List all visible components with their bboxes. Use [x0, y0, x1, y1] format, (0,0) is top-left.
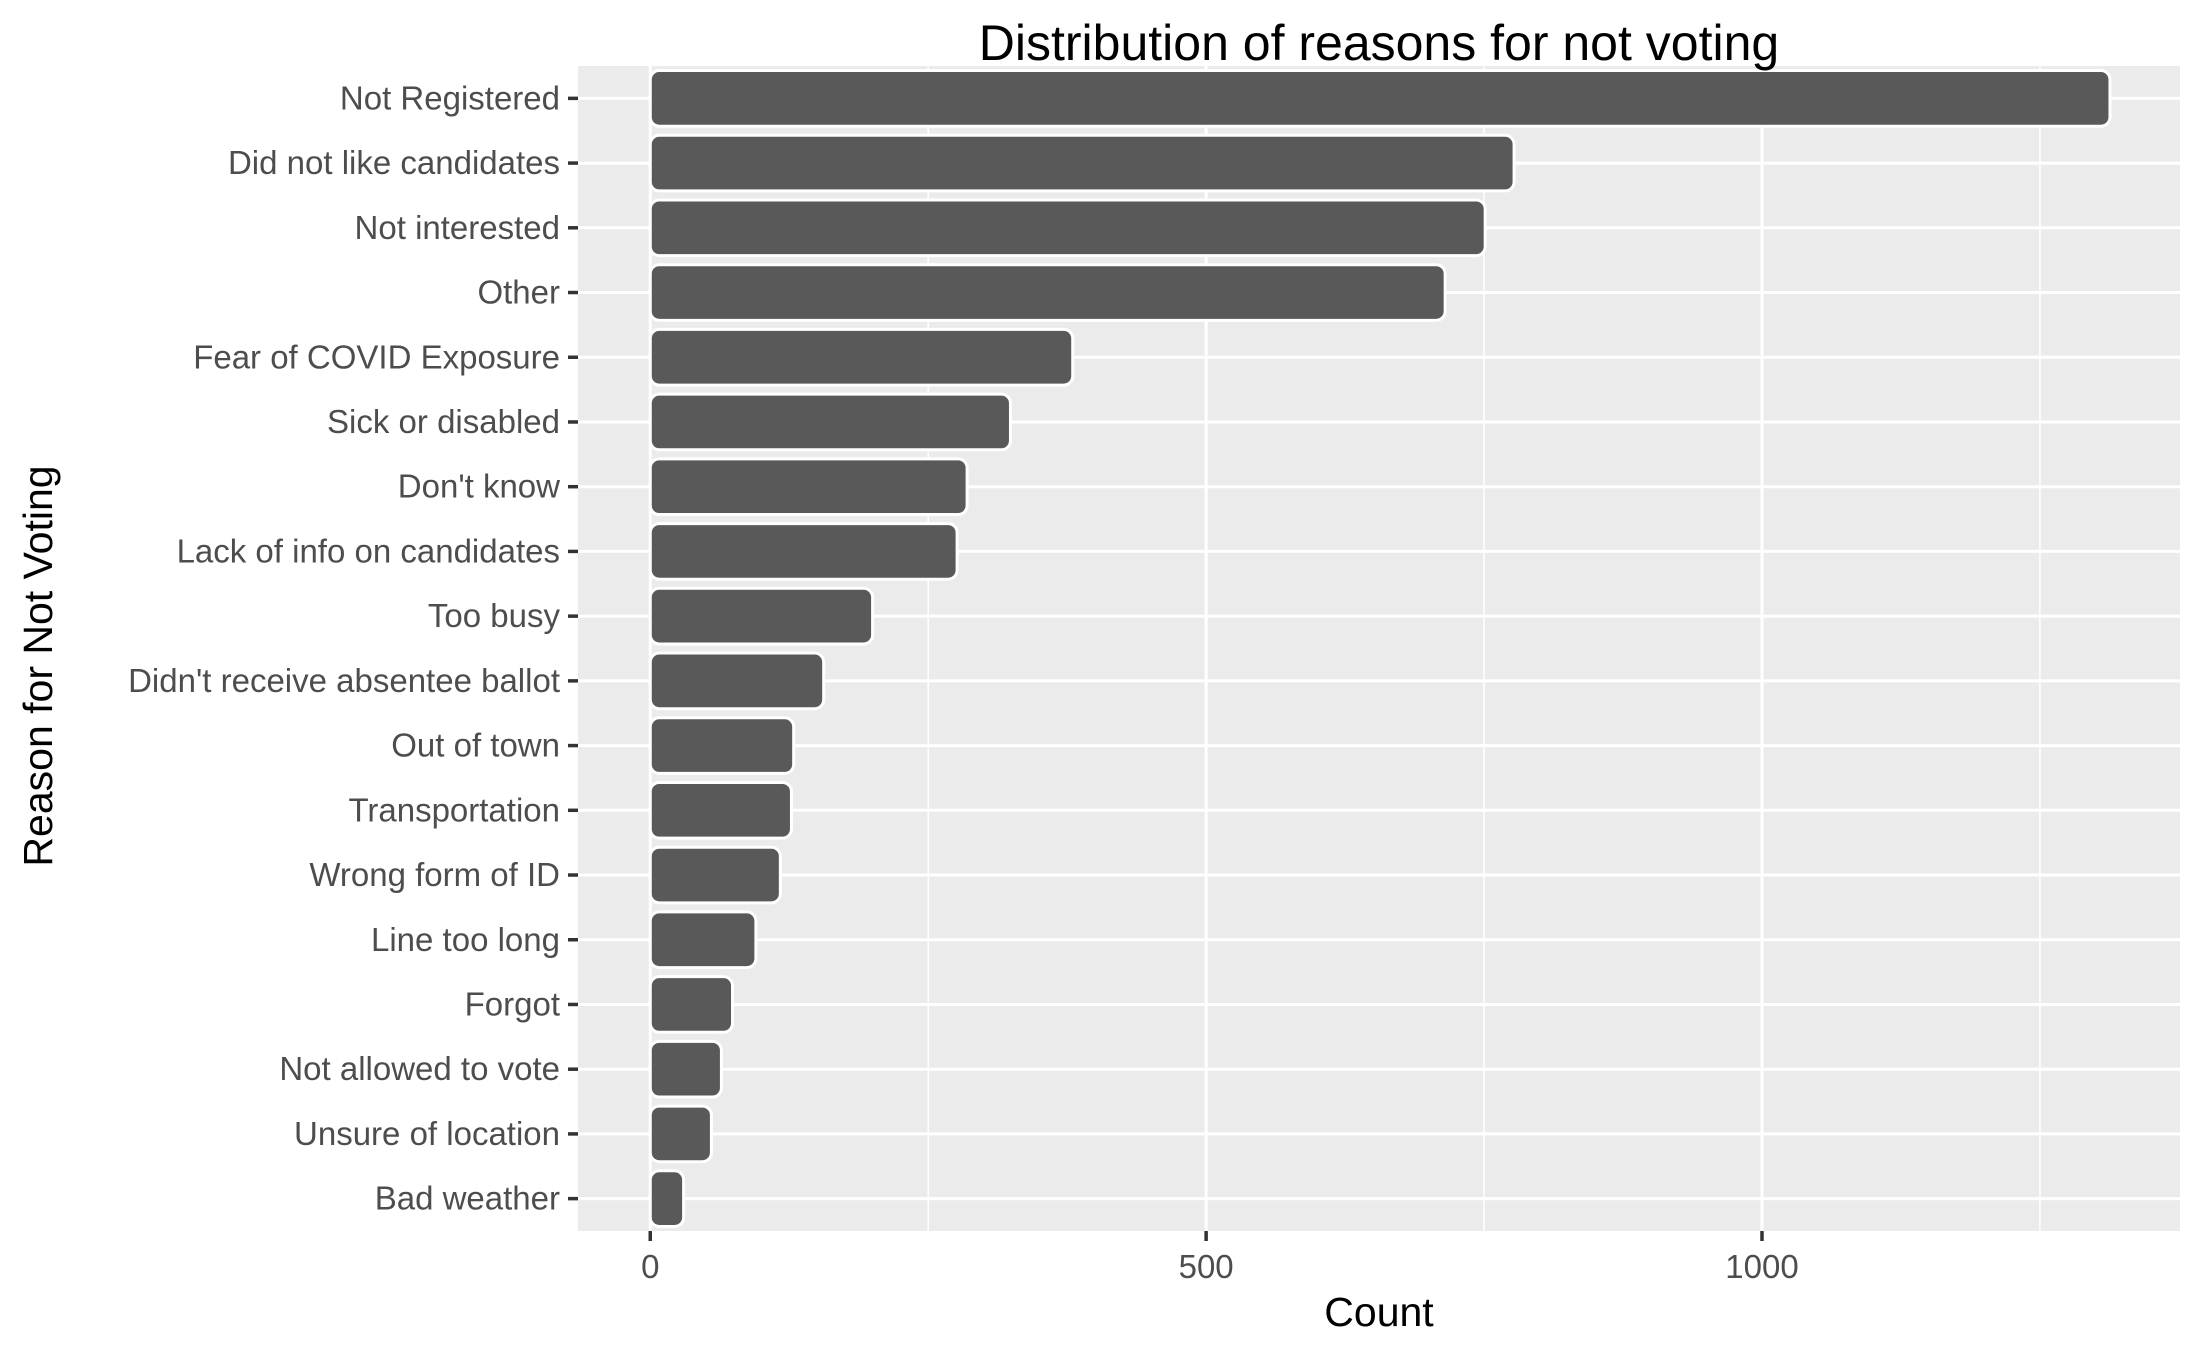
- y-tick-label: Not interested: [355, 209, 560, 246]
- y-tick-label: Bad weather: [375, 1180, 560, 1217]
- y-tick-label: Too busy: [428, 597, 561, 634]
- x-tick-label: 0: [641, 1248, 659, 1285]
- y-tick-label: Fear of COVID Exposure: [193, 338, 560, 375]
- y-tick-label: Lack of info on candidates: [177, 532, 560, 569]
- y-tick-label: Did not like candidates: [228, 144, 560, 181]
- bar: [648, 586, 875, 646]
- x-tick-label: 500: [1179, 1248, 1234, 1285]
- x-tick-label: 1000: [1725, 1248, 1798, 1285]
- bar: [648, 133, 1516, 193]
- chart-title: Distribution of reasons for not voting: [979, 15, 1779, 71]
- y-tick-label: Don't know: [398, 468, 560, 505]
- x-axis-title: Count: [1324, 1289, 1434, 1335]
- bar: [648, 457, 969, 517]
- y-tick-label: Unsure of location: [294, 1115, 560, 1152]
- y-tick-label: Out of town: [391, 727, 560, 764]
- x-axis: 0 500 1000: [641, 1231, 1799, 1285]
- bar: [648, 263, 1447, 322]
- bar: [648, 522, 959, 581]
- y-tick-label: Not allowed to vote: [279, 1050, 560, 1087]
- bar-layer: [648, 69, 2112, 1228]
- bar: [648, 780, 793, 840]
- y-tick-label: Transportation: [348, 791, 560, 828]
- y-axis: Not Registered Did not like candidates Not…: [128, 79, 578, 1217]
- y-tick-label: Not Registered: [340, 79, 560, 116]
- bar: [648, 910, 758, 970]
- bar: [648, 327, 1075, 387]
- bar: [648, 1039, 723, 1099]
- bar: [648, 975, 735, 1034]
- y-tick-label: Sick or disabled: [327, 403, 560, 440]
- bar: [648, 1169, 686, 1228]
- y-tick-label: Wrong form of ID: [309, 856, 560, 893]
- y-tick-label: Other: [477, 274, 560, 311]
- y-tick-label: Didn't receive absentee ballot: [128, 662, 560, 699]
- bar: [648, 198, 1487, 258]
- bar: [648, 845, 782, 905]
- bar: [648, 1104, 713, 1164]
- y-tick-label: Forgot: [465, 985, 560, 1022]
- bar: [648, 69, 2112, 128]
- bar: [648, 651, 826, 711]
- bar: [648, 392, 1012, 452]
- y-tick-label: Line too long: [371, 921, 560, 958]
- y-axis-title: Reason for Not Voting: [15, 465, 61, 866]
- plot-panel: [578, 66, 2180, 1231]
- bar: [648, 716, 796, 775]
